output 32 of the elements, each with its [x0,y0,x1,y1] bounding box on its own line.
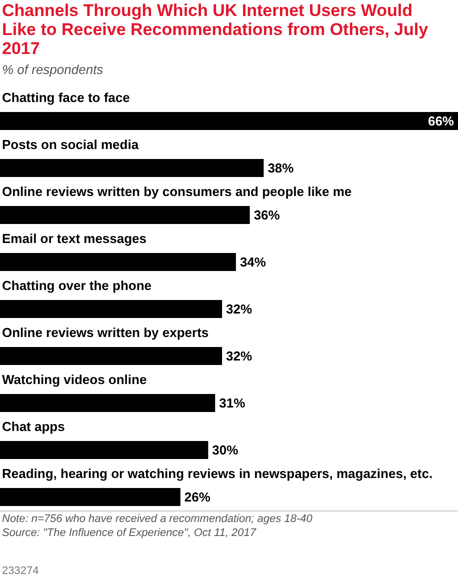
data-label: 66% [428,114,454,128]
chart-title: Channels Through Which UK Internet Users Would Like to Receive Recommendations from Others, July 2017 [2,1,429,58]
data-label: 30% [212,442,239,458]
bar [0,394,216,412]
data-label: 32% [226,302,253,316]
data-label: 34% [240,254,266,270]
data-label: 38% [268,160,294,176]
bar [0,488,180,506]
y-tick-label: Chat apps [2,419,65,434]
bar [0,112,458,130]
data-label: 26% [184,490,211,504]
source-note: Source: "The Influence of Experience", Oct 11, 2017 [2,527,257,539]
bar [0,159,264,177]
y-tick-label: Reading, hearing or watching reviews in newspapers, magazines, etc. [2,466,433,481]
bar [0,206,250,224]
text: Note: n=756 who have received a recommendation; ages 18-40 [2,513,314,525]
y-tick-label: Chatting face to face [2,90,130,105]
y-tick-label: Chatting over the phone [2,278,152,293]
y-tick-label: Posts on social media [2,137,140,152]
bar [0,347,222,365]
y-tick-label: Watching videos online [2,372,147,387]
chart-subtitle: % of respondents [2,62,104,77]
data-label: 36% [254,208,280,222]
data-label: 31% [219,396,246,410]
y-tick-label: Email or text messages [2,231,147,246]
bar [0,253,236,271]
bar [0,300,222,318]
text: 233274 [2,565,39,577]
data-label: 32% [226,348,253,364]
y-tick-label: Online reviews written by experts [2,325,209,340]
y-tick-label: Online reviews written by consumers and people like me [2,184,352,199]
bar [0,441,208,459]
